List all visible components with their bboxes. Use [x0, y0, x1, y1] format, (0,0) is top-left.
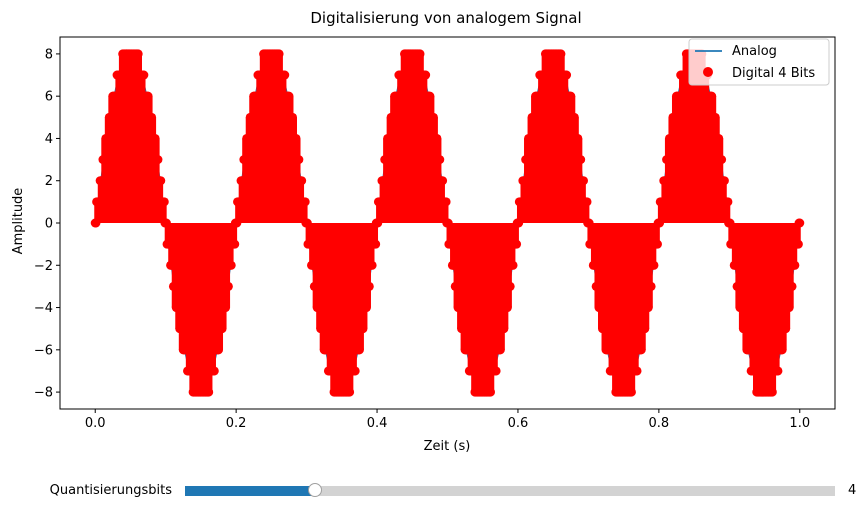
legend-analog-label: Analog	[732, 44, 777, 59]
x-tick-label: 1.0	[789, 416, 810, 431]
x-tick-label: 0.8	[649, 416, 670, 431]
y-tick-label: −8	[34, 386, 53, 401]
slider-fill	[185, 486, 315, 496]
legend-digital-marker	[703, 67, 713, 77]
slider-handle[interactable]	[308, 483, 322, 497]
legend-box	[688, 38, 830, 86]
y-tick-label: 6	[45, 90, 53, 105]
x-tick-label: 0.4	[367, 416, 388, 431]
y-tick-label: 4	[45, 132, 53, 147]
quantization-bits-slider[interactable]	[185, 483, 835, 497]
x-tick-label: 0.6	[508, 416, 529, 431]
slider-value: 4	[848, 483, 857, 498]
chart-title: Digitalisierung von analogem Signal	[310, 9, 581, 27]
y-tick-label: −4	[34, 301, 53, 316]
slider-label: Quantisierungsbits	[49, 483, 172, 498]
y-axis-label: Amplitude	[11, 188, 26, 255]
y-tick-label: 0	[45, 217, 53, 232]
y-tick-label: 8	[45, 47, 53, 62]
y-tick-label: −6	[34, 343, 53, 358]
y-tick-label: 2	[45, 174, 53, 189]
y-tick-label: −2	[34, 259, 53, 274]
legend: Analog Digital 4 Bits	[688, 38, 830, 86]
digital-series	[90, 49, 805, 397]
chart: Digitalisierung von analogem Signal 0.0 0…	[11, 9, 836, 454]
legend-digital-label: Digital 4 Bits	[732, 66, 815, 81]
x-tick-label: 0.0	[85, 416, 106, 431]
x-axis-label: Zeit (s)	[424, 439, 471, 454]
x-tick-label: 0.2	[226, 416, 247, 431]
